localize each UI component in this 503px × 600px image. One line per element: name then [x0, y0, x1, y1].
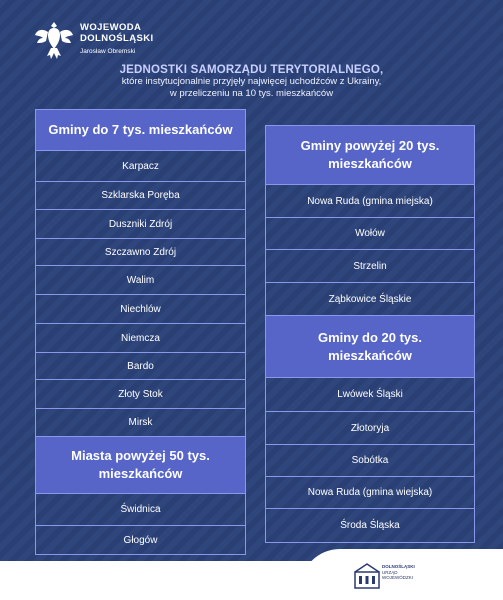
group-header-over-20k: Gminy powyżej 20 tys. mieszkańców — [265, 125, 475, 185]
list-item: Lwówek Śląski — [265, 377, 475, 412]
left-column: Gminy do 7 tys. mieszkańców Karpacz Szkl… — [35, 109, 246, 555]
list-item: Ząbkowice Śląskie — [265, 282, 475, 316]
right-column: Gminy powyżej 20 tys. mieszkańców Nowa R… — [265, 125, 475, 543]
list-item: Środa Śląska — [265, 508, 475, 543]
list-item: Duszniki Zdrój — [35, 209, 246, 239]
list-item: Sobótka — [265, 444, 475, 477]
group-header-small-communes: Gminy do 7 tys. mieszkańców — [35, 109, 246, 151]
page-subtitle-1: które instytucjonalnie przyjęły najwięce… — [121, 76, 382, 87]
list-item: Nowa Ruda (gmina wiejska) — [265, 476, 475, 509]
list-item: Złotoryja — [265, 411, 475, 445]
footer-band — [0, 549, 503, 600]
office-building-icon — [354, 563, 380, 589]
list-item: Szklarska Poręba — [35, 181, 246, 210]
group-header-large-cities: Miasta powyżej 50 tys. mieszkańców — [35, 436, 246, 494]
page-subtitle-2: w przeliczeniu na 10 tys. mieszkańców — [169, 88, 334, 99]
page-title: JEDNOSTKI SAMORZĄDU TERYTORIALNEGO, — [119, 64, 384, 76]
list-item: Mirsk — [35, 408, 246, 437]
list-item: Szczawno Zdrój — [35, 238, 246, 266]
eagle-emblem-icon — [35, 22, 73, 59]
footer-curve — [300, 549, 503, 600]
list-item: Nowa Ruda (gmina miejska) — [265, 184, 475, 218]
list-item: Karpacz — [35, 150, 246, 182]
organization-label: WOJEWODA DOLNOŚLĄSKI Jarosław Obremski — [80, 22, 154, 55]
headline: JEDNOSTKI SAMORZĄDU TERYTORIALNEGO, któr… — [0, 64, 503, 100]
org-line1: WOJEWODA — [80, 22, 142, 33]
footer-logo-line1: DOLNOŚLĄSKI — [382, 564, 415, 569]
footer-logo: DOLNOŚLĄSKI URZĄD WOJEWÓDZKI — [352, 558, 422, 594]
group-header-under-20k: Gminy do 20 tys. mieszkańców — [265, 315, 475, 378]
list-item: Złoty Stok — [35, 379, 246, 409]
org-line2: DOLNOŚLĄSKI — [80, 33, 154, 44]
list-item: Niechlów — [35, 294, 246, 324]
list-item: Strzelin — [265, 249, 475, 283]
list-item: Walim — [35, 265, 246, 295]
list-item: Bardo — [35, 352, 246, 380]
list-item: Głogów — [35, 525, 246, 555]
list-item: Wołów — [265, 217, 475, 250]
list-item: Niemcza — [35, 323, 246, 353]
footer-logo-line2: URZĄD WOJEWÓDZKI — [382, 570, 413, 580]
list-item: Świdnica — [35, 493, 246, 526]
org-person: Jarosław Obremski — [80, 48, 136, 55]
